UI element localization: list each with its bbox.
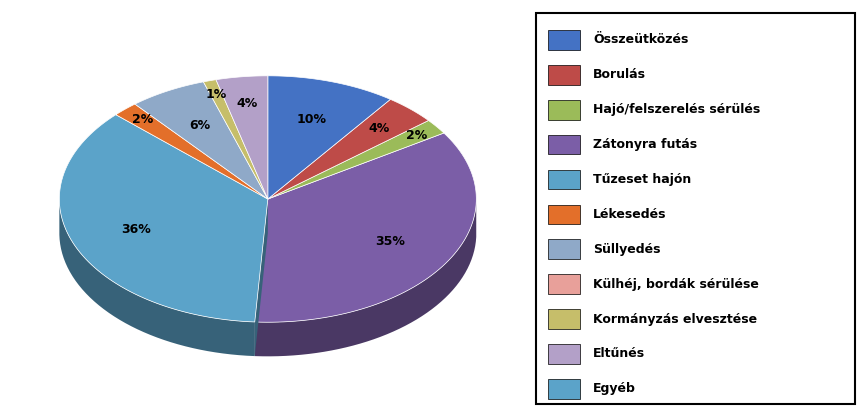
Bar (549, 65, 581, 85)
Polygon shape (255, 199, 268, 356)
Bar (549, 100, 581, 120)
Bar (549, 30, 581, 50)
Polygon shape (116, 104, 268, 199)
Polygon shape (268, 76, 391, 199)
Text: 10%: 10% (296, 113, 327, 126)
Bar (549, 135, 581, 154)
Polygon shape (216, 76, 268, 199)
Text: Kormányzás elvesztése: Kormányzás elvesztése (594, 312, 758, 326)
Polygon shape (135, 82, 268, 199)
Polygon shape (268, 121, 444, 199)
Text: 2%: 2% (406, 129, 427, 142)
Polygon shape (268, 99, 429, 199)
Bar (549, 274, 581, 294)
Bar (549, 309, 581, 329)
Text: Borulás: Borulás (594, 68, 646, 81)
Text: Hajó/felszerelés sérülés: Hajó/felszerelés sérülés (594, 103, 760, 116)
Polygon shape (255, 203, 476, 357)
Bar (549, 344, 581, 364)
Bar (549, 379, 581, 399)
Bar (549, 170, 581, 189)
Text: 4%: 4% (369, 123, 390, 136)
Text: 6%: 6% (189, 119, 210, 132)
Text: Eltűnés: Eltűnés (594, 347, 645, 360)
Text: 2%: 2% (131, 113, 153, 126)
Text: 36%: 36% (121, 224, 151, 236)
Polygon shape (203, 80, 268, 199)
Text: Külhéj, bordák sérülése: Külhéj, bordák sérülése (594, 278, 759, 291)
Polygon shape (60, 201, 255, 356)
Text: 1%: 1% (206, 88, 227, 101)
Bar (549, 239, 581, 259)
Text: Zátonyra futás: Zátonyra futás (594, 138, 697, 151)
Text: Tűzeset hajón: Tűzeset hajón (594, 173, 691, 186)
Text: Egyéb: Egyéb (594, 382, 636, 395)
Polygon shape (60, 115, 268, 322)
Text: 35%: 35% (375, 235, 405, 248)
Polygon shape (255, 133, 476, 322)
Text: Összeütközés: Összeütközés (594, 33, 689, 46)
Polygon shape (255, 199, 268, 356)
Bar (549, 205, 581, 224)
Text: Lékesedés: Lékesedés (594, 208, 667, 221)
Text: Süllyedés: Süllyedés (594, 243, 661, 256)
Text: 4%: 4% (237, 97, 258, 110)
